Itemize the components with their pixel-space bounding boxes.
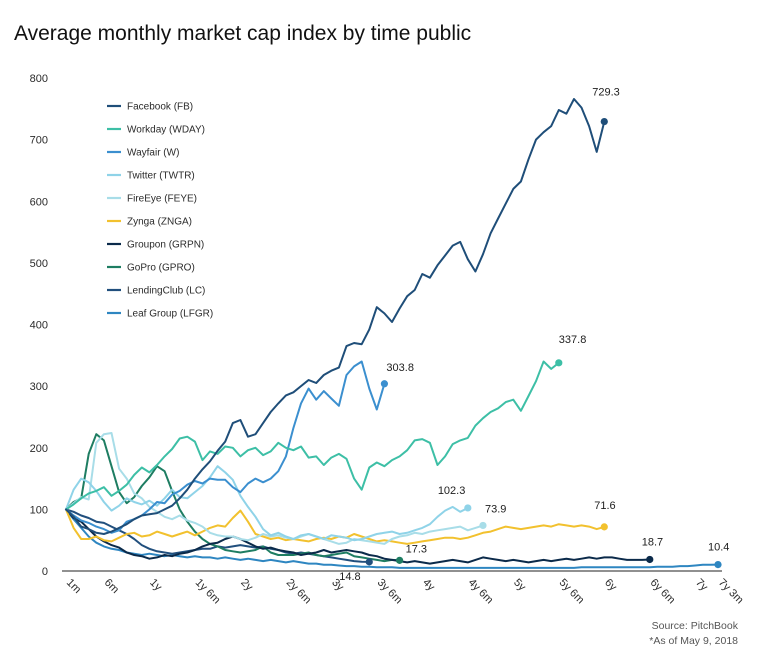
end-markers: 729.3 337.8 303.8 102.3 73.9 71.6 18.7 17.3 14.8… xyxy=(339,87,729,583)
legend-label: Workday (WDAY) xyxy=(127,125,205,136)
as-of-note: *As of May 9, 2018 xyxy=(649,635,738,647)
series-end-marker xyxy=(600,117,608,126)
legend-label: FireEye (FEYE) xyxy=(127,194,197,205)
series-end-marker xyxy=(479,521,487,530)
series-end-label: 337.8 xyxy=(559,334,587,346)
y-tick-label: 400 xyxy=(30,320,48,332)
series-line xyxy=(65,360,560,511)
legend-label: Zynga (ZNGA) xyxy=(127,217,192,228)
series-line xyxy=(65,98,606,535)
legend-label: Leaf Group (LFGR) xyxy=(127,309,213,320)
y-tick-label: 0 xyxy=(42,566,48,578)
series-end-marker xyxy=(555,359,563,367)
legend-label: LendingClub (LC) xyxy=(127,286,205,297)
y-tick-label: 100 xyxy=(30,504,48,516)
x-tick-label: 2y 6m xyxy=(284,577,314,607)
series-line xyxy=(65,508,651,565)
x-tick-label: 1m xyxy=(64,577,83,596)
y-axis: 0 100 200 300 400 500 600 700 800 xyxy=(30,73,48,578)
y-tick-label: 200 xyxy=(30,443,48,455)
legend-label: Groupon (GRPN) xyxy=(127,240,204,251)
legend-label: GoPro (GPRO) xyxy=(127,263,195,274)
series-end-marker xyxy=(464,504,472,512)
series-end-label: 18.7 xyxy=(642,536,663,548)
y-tick-label: 700 xyxy=(30,135,48,147)
chart-title: Average monthly market cap index by time… xyxy=(14,22,472,45)
legend-label: Facebook (FB) xyxy=(127,102,193,113)
series-end-label: 14.8 xyxy=(339,571,360,583)
series-end-marker xyxy=(646,555,654,564)
series-line xyxy=(65,433,401,563)
series-end-label: 303.8 xyxy=(386,362,414,374)
series-end-marker xyxy=(395,556,404,564)
x-tick-label: 4y 6m xyxy=(466,577,496,607)
series-end-label: 10.4 xyxy=(708,542,729,554)
series-line xyxy=(65,432,484,545)
y-tick-label: 500 xyxy=(30,258,48,270)
x-tick-label: 2y xyxy=(238,577,255,594)
series-end-label: 729.3 xyxy=(592,87,620,99)
series-lines xyxy=(65,98,719,569)
x-tick-label: 6m xyxy=(102,577,121,596)
series-end-label: 71.6 xyxy=(594,500,615,512)
series-end-marker xyxy=(365,558,373,566)
legend: Facebook (FB) Workday (WDAY) Wayfair (W) Tw… xyxy=(107,102,213,320)
legend-label: Wayfair (W) xyxy=(127,148,179,159)
y-tick-label: 800 xyxy=(30,73,48,85)
x-tick-label: 3y 6m xyxy=(375,577,405,607)
x-tick-label: 1y 6m xyxy=(193,577,223,607)
series-end-label: 17.3 xyxy=(406,543,427,555)
y-tick-label: 300 xyxy=(30,381,48,393)
x-tick-label: 7y 3m xyxy=(716,577,746,607)
series-end-label: 102.3 xyxy=(438,485,466,497)
series-line xyxy=(65,465,469,542)
series-end-label: 73.9 xyxy=(485,503,506,515)
x-axis: 1m 6m 1y 1y 6m 2y 2y 6m 3y 3y 6m 4y 4y 6m 5y 5y 6m 6… xyxy=(62,570,746,607)
series-end-marker xyxy=(600,523,608,531)
x-tick-label: 5y 6m xyxy=(557,577,587,607)
x-tick-label: 4y xyxy=(420,577,437,594)
x-tick-label: 1y xyxy=(147,577,164,594)
legend-label: Twitter (TWTR) xyxy=(127,171,195,182)
x-tick-label: 5y xyxy=(511,577,528,594)
y-tick-label: 600 xyxy=(30,196,48,208)
series-line xyxy=(65,360,386,534)
series-end-marker xyxy=(380,380,389,388)
series-end-marker xyxy=(714,560,722,569)
source-note: Source: PitchBook xyxy=(651,620,738,632)
series-line xyxy=(65,508,606,545)
x-tick-label: 7y xyxy=(693,577,710,594)
x-tick-label: 6y 6m xyxy=(648,577,678,607)
x-tick-label: 6y xyxy=(602,577,619,594)
